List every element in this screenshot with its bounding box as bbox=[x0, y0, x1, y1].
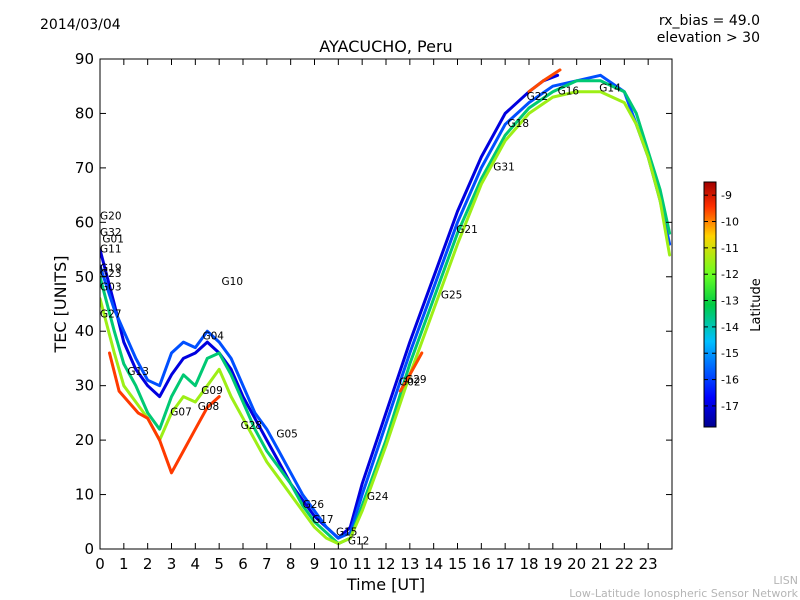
plot-frame bbox=[99, 58, 673, 550]
colorbar-tick-label: -10 bbox=[721, 216, 739, 229]
satellite-label: G11 bbox=[100, 243, 122, 255]
x-tick-label: 17 bbox=[496, 555, 515, 573]
y-axis-label: TEC [UNITS] bbox=[51, 256, 70, 354]
satellite-label: G10 bbox=[222, 276, 244, 288]
satellite-label: G14 bbox=[599, 83, 621, 95]
x-tick-label: 21 bbox=[591, 555, 610, 573]
x-axis-label: Time [UT] bbox=[346, 575, 425, 594]
satellite-label: G16 bbox=[558, 85, 580, 97]
x-tick-label: 8 bbox=[286, 555, 296, 573]
satellite-label: G18 bbox=[508, 118, 530, 130]
x-tick-label: 20 bbox=[567, 555, 586, 573]
satellite-label: G20 bbox=[100, 211, 122, 223]
x-tick-label: 15 bbox=[448, 555, 467, 573]
satellite-label: G12 bbox=[348, 536, 370, 548]
colorbar bbox=[703, 181, 717, 428]
satellite-label: G07 bbox=[170, 407, 192, 419]
x-tick-label: 5 bbox=[214, 555, 224, 573]
colorbar-tick-label: -12 bbox=[721, 268, 739, 281]
colorbar-ticks: -9 -10 -11 -12 -13 -14 -15 -16 -17 bbox=[704, 189, 739, 413]
satellite-label: G08 bbox=[198, 401, 220, 413]
series-day-cyan bbox=[100, 73, 672, 540]
date-label: 2014/03/04 bbox=[40, 17, 121, 33]
series-day-yellow bbox=[100, 90, 672, 546]
receiver-params: rx_bias = 49.0 elevation > 30 bbox=[657, 13, 760, 47]
satellite-label: G05 bbox=[276, 428, 298, 440]
x-tick-label: 13 bbox=[400, 555, 419, 573]
satellite-label: G13 bbox=[127, 366, 148, 378]
satellite-label: G31 bbox=[493, 162, 515, 174]
x-tick-label: 11 bbox=[353, 555, 372, 573]
x-tick-label: 16 bbox=[472, 555, 491, 573]
satellite-label: G24 bbox=[367, 491, 389, 503]
x-tick-label: 22 bbox=[615, 555, 634, 573]
series-day-red bbox=[108, 351, 221, 475]
satellite-label: G04 bbox=[202, 330, 224, 342]
y-tick-label: 10 bbox=[75, 486, 94, 504]
satellite-label: G23 bbox=[100, 268, 122, 280]
satellite-label: G27 bbox=[100, 309, 122, 321]
x-tick-label: 4 bbox=[191, 555, 201, 573]
x-tick-label: 2 bbox=[143, 555, 153, 573]
series-day-green bbox=[100, 79, 672, 546]
rx-bias-label: rx_bias = 49.0 bbox=[658, 13, 760, 29]
x-tick-label: 1 bbox=[119, 555, 129, 573]
colorbar-tick-label: -16 bbox=[721, 374, 739, 387]
x-tick-label: 12 bbox=[376, 555, 395, 573]
x-tick-label: 3 bbox=[167, 555, 177, 573]
colorbar-tick-label: -13 bbox=[721, 295, 739, 308]
satellite-label: G09 bbox=[201, 385, 223, 397]
series-late-red-2 bbox=[527, 68, 562, 94]
y-tick-label: 80 bbox=[75, 104, 94, 122]
colorbar-tick-label: -17 bbox=[721, 400, 739, 413]
x-tick-label: 19 bbox=[543, 555, 562, 573]
satellite-label: G28 bbox=[241, 420, 263, 432]
y-axis: 0 10 20 30 40 50 60 70 80 90 bbox=[75, 50, 672, 558]
series-late-red bbox=[398, 351, 424, 393]
satellite-label: G21 bbox=[456, 224, 478, 236]
x-tick-label: 23 bbox=[639, 555, 658, 573]
x-tick-label: 10 bbox=[329, 555, 348, 573]
footer-lisn: LISN bbox=[773, 574, 798, 587]
colorbar-label: Latitude bbox=[749, 278, 764, 332]
satellite-label: G15 bbox=[336, 526, 358, 538]
colorbar-tick-label: -14 bbox=[721, 321, 739, 334]
x-tick-label: 18 bbox=[519, 555, 538, 573]
x-tick-label: 7 bbox=[262, 555, 272, 573]
satellite-label: G26 bbox=[303, 499, 325, 511]
y-tick-label: 40 bbox=[75, 322, 94, 340]
series-layer bbox=[100, 68, 672, 546]
x-tick-label: 6 bbox=[238, 555, 248, 573]
footer-network: Low-Latitude Ionospheric Sensor Network bbox=[569, 587, 798, 600]
y-tick-label: 30 bbox=[75, 377, 94, 395]
satellite-label: G25 bbox=[441, 290, 463, 302]
y-tick-label: 50 bbox=[75, 268, 94, 286]
satellite-label: G01 bbox=[102, 233, 124, 245]
y-tick-label: 60 bbox=[75, 213, 94, 231]
colorbar-tick-label: -11 bbox=[721, 242, 739, 255]
satellite-label: G32 bbox=[100, 227, 122, 239]
x-tick-label: 14 bbox=[424, 555, 443, 573]
y-tick-label: 0 bbox=[84, 540, 94, 558]
x-tick-label: 9 bbox=[310, 555, 320, 573]
footer: LISN Low-Latitude Ionospheric Sensor Net… bbox=[569, 574, 798, 600]
elevation-label: elevation > 30 bbox=[656, 30, 760, 46]
satellite-label: G02 bbox=[399, 377, 421, 389]
x-axis: 0 1 2 3 4 5 6 7 8 9 10 11 12 13 14 15 16 17 18 19 20 21 22 23 bbox=[95, 59, 658, 573]
satellite-label: G29 bbox=[405, 374, 427, 386]
series-day-blue bbox=[100, 73, 560, 540]
satellite-label: G19 bbox=[100, 262, 122, 274]
satellite-label: G22 bbox=[527, 91, 549, 103]
y-tick-label: 90 bbox=[75, 50, 94, 68]
y-tick-label: 20 bbox=[75, 431, 94, 449]
colorbar-tick-label: -9 bbox=[721, 189, 732, 202]
satellite-label: G17 bbox=[312, 514, 334, 526]
y-tick-label: 70 bbox=[75, 159, 94, 177]
x-tick-label: 0 bbox=[95, 555, 105, 573]
chart-title: AYACUCHO, Peru bbox=[319, 37, 452, 56]
satellite-label: G03 bbox=[100, 281, 122, 293]
colorbar-tick-label: -15 bbox=[721, 347, 739, 360]
